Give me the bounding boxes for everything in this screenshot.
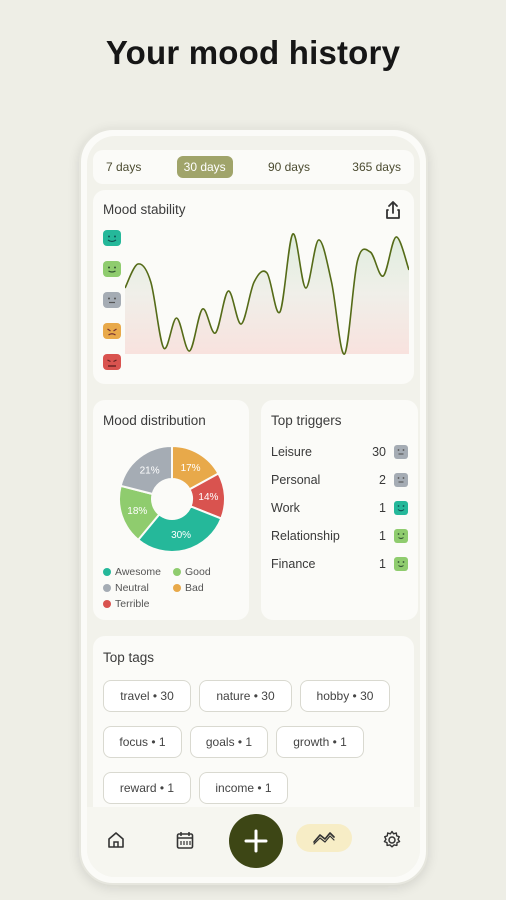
legend-dot [103, 600, 111, 608]
neutral-face-icon [103, 292, 121, 308]
app-screen: 7 days 30 days 90 days 365 days Mood sta… [87, 136, 420, 877]
mood-distribution-title: Mood distribution [103, 413, 206, 428]
legend-label: Bad [185, 582, 204, 594]
good-face-icon [394, 557, 408, 571]
awesome-face-icon [394, 501, 408, 515]
bad-face-icon [103, 323, 121, 339]
trigger-count: 1 [379, 501, 386, 515]
legend-terrible: Terrible [103, 598, 173, 610]
legend-label: Awesome [115, 566, 161, 578]
good-face-icon [394, 529, 408, 543]
tag-chip[interactable]: travel • 30 [103, 680, 191, 712]
trigger-name: Work [271, 501, 300, 515]
trigger-count: 30 [372, 445, 386, 459]
legend-label: Good [185, 566, 211, 578]
range-90-days[interactable]: 90 days [267, 160, 310, 174]
calendar-icon[interactable] [174, 829, 196, 851]
legend-dot [103, 568, 111, 576]
donut-label-good: 18% [127, 506, 147, 517]
range-selector: 7 days 30 days 90 days 365 days [93, 150, 414, 184]
top-tags-card: Top tags travel • 30 nature • 30 hobby •… [93, 636, 414, 836]
legend-label: Terrible [115, 598, 150, 610]
trigger-count: 1 [379, 529, 386, 543]
trigger-name: Finance [271, 557, 316, 571]
legend-dot [173, 584, 181, 592]
tag-chip[interactable]: reward • 1 [103, 772, 191, 804]
neutral-face-icon [394, 445, 408, 459]
trigger-name: Leisure [271, 445, 312, 459]
awesome-face-icon [103, 230, 121, 246]
mood-legend: Awesome Good Neutral Bad Terrible [103, 564, 243, 612]
trigger-row-relationship[interactable]: Relationship 1 [271, 527, 408, 545]
legend-label: Neutral [115, 582, 149, 594]
legend-bad: Bad [173, 582, 243, 594]
mood-stability-chart [125, 233, 409, 355]
tag-chip[interactable]: income • 1 [199, 772, 288, 804]
stats-tab[interactable] [296, 824, 352, 852]
top-triggers-card: Top triggers Leisure 30 Personal 2 Work … [261, 400, 418, 620]
trigger-row-personal[interactable]: Personal 2 [271, 471, 408, 489]
legend-good: Good [173, 566, 243, 578]
mood-stability-card: Mood stability [93, 190, 414, 384]
add-entry-button[interactable] [229, 814, 283, 868]
donut-label-terrible: 14% [198, 492, 218, 503]
good-face-icon [103, 261, 121, 277]
terrible-face-icon [103, 354, 121, 370]
mood-stability-title: Mood stability [103, 202, 186, 217]
tag-chip[interactable]: goals • 1 [190, 726, 268, 758]
trigger-count: 1 [379, 557, 386, 571]
donut-label-awesome: 30% [171, 530, 191, 541]
tag-chip[interactable]: hobby • 30 [300, 680, 390, 712]
legend-dot [173, 568, 181, 576]
donut-label-bad: 17% [181, 463, 201, 474]
range-365-days[interactable]: 365 days [352, 160, 401, 174]
page-headline: Your mood history [105, 34, 401, 71]
legend-awesome: Awesome [103, 566, 173, 578]
phone-frame: 7 days 30 days 90 days 365 days Mood sta… [79, 128, 428, 885]
trigger-row-work[interactable]: Work 1 [271, 499, 408, 517]
mood-distribution-donut: 17% 14% 30% 18% 21% [118, 444, 226, 553]
top-triggers-title: Top triggers [271, 413, 342, 428]
trigger-name: Relationship [271, 529, 340, 543]
settings-icon[interactable] [381, 829, 403, 851]
range-7-days[interactable]: 7 days [106, 160, 142, 174]
trigger-name: Personal [271, 473, 321, 487]
trigger-row-leisure[interactable]: Leisure 30 [271, 443, 408, 461]
donut-label-neutral: 21% [140, 466, 160, 477]
tag-chip[interactable]: growth • 1 [276, 726, 364, 758]
legend-dot [103, 584, 111, 592]
trigger-count: 2 [379, 473, 386, 487]
mood-line [125, 233, 409, 355]
range-30-days[interactable]: 30 days [176, 156, 233, 178]
share-icon[interactable] [382, 199, 404, 221]
home-icon[interactable] [105, 829, 127, 851]
bottom-nav [87, 807, 420, 877]
mood-distribution-card: Mood distribution 17% 14% 30% 18% 21% Awesom… [93, 400, 249, 620]
donut-slice-awesome [136, 505, 223, 553]
trigger-row-finance[interactable]: Finance 1 [271, 555, 408, 573]
donut-slice-neutral [119, 444, 173, 496]
add-icon [244, 829, 268, 853]
neutral-face-icon [394, 473, 408, 487]
legend-neutral: Neutral [103, 582, 173, 594]
tag-chip[interactable]: nature • 30 [199, 680, 292, 712]
tag-chip[interactable]: focus • 1 [103, 726, 182, 758]
top-tags-title: Top tags [103, 650, 155, 665]
stats-icon [313, 832, 335, 845]
mood-area-fill [125, 233, 409, 355]
